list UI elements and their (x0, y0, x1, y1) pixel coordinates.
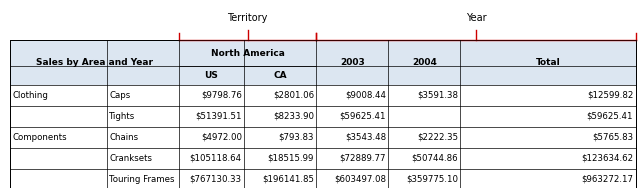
Text: $3591.38: $3591.38 (417, 91, 458, 100)
Text: $8233.90: $8233.90 (273, 112, 314, 121)
Bar (10, 40, 636, 188)
Text: $59625.41: $59625.41 (339, 112, 386, 121)
Text: Tights: Tights (109, 112, 135, 121)
Bar (10, 85, 636, 106)
Text: $9008.44: $9008.44 (345, 91, 386, 100)
Bar (10, 127, 636, 148)
Text: Caps: Caps (109, 91, 130, 100)
Text: $123634.62: $123634.62 (581, 154, 633, 163)
Text: $4972.00: $4972.00 (201, 133, 242, 142)
Text: $767130.33: $767130.33 (190, 175, 242, 184)
Text: $3543.48: $3543.48 (345, 133, 386, 142)
Text: $5765.83: $5765.83 (592, 133, 633, 142)
Text: $603497.08: $603497.08 (334, 175, 386, 184)
Text: Year: Year (466, 13, 486, 23)
Text: North America: North America (211, 49, 284, 58)
Text: $50744.86: $50744.86 (412, 154, 458, 163)
Text: $2222.35: $2222.35 (417, 133, 458, 142)
Text: $51391.51: $51391.51 (196, 112, 242, 121)
Text: Sales by Area and Year: Sales by Area and Year (36, 58, 153, 67)
Bar (10, 148, 636, 169)
Text: $72889.77: $72889.77 (339, 154, 386, 163)
Text: $196141.85: $196141.85 (262, 175, 314, 184)
Bar (10, 40, 636, 85)
Text: Components: Components (13, 133, 67, 142)
Text: Total: Total (535, 58, 560, 67)
Text: $18515.99: $18515.99 (268, 154, 314, 163)
Text: Territory: Territory (227, 13, 268, 23)
Text: Touring Frames: Touring Frames (109, 175, 174, 184)
Text: Clothing: Clothing (13, 91, 49, 100)
Text: Cranksets: Cranksets (109, 154, 152, 163)
Text: 2004: 2004 (412, 58, 437, 67)
Bar (10, 106, 636, 127)
Text: $105118.64: $105118.64 (190, 154, 242, 163)
Text: 2003: 2003 (340, 58, 365, 67)
Text: Chains: Chains (109, 133, 138, 142)
Text: CA: CA (273, 71, 288, 80)
Text: US: US (204, 71, 219, 80)
Bar (10, 169, 636, 188)
Text: $793.83: $793.83 (279, 133, 314, 142)
Text: $359775.10: $359775.10 (406, 175, 458, 184)
Text: $9798.76: $9798.76 (201, 91, 242, 100)
Text: $2801.06: $2801.06 (273, 91, 314, 100)
Text: $963272.17: $963272.17 (581, 175, 633, 184)
Text: $12599.82: $12599.82 (587, 91, 633, 100)
Text: $59625.41: $59625.41 (587, 112, 633, 121)
